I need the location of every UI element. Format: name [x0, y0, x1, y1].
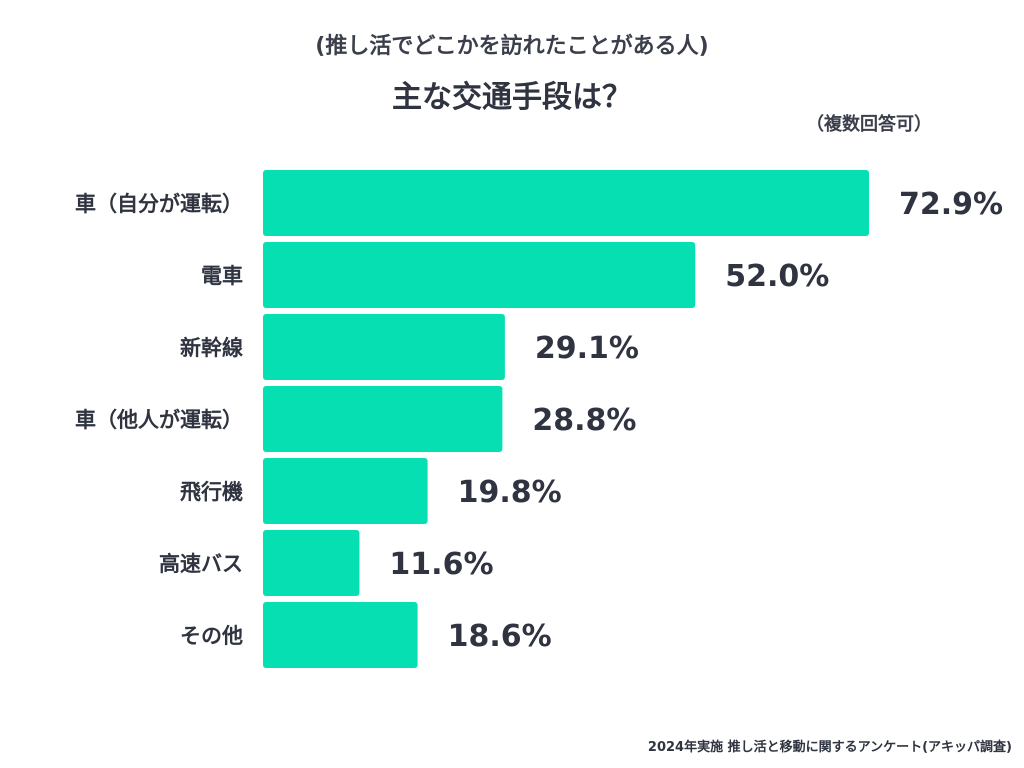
bar	[263, 170, 869, 236]
category-label: 車（他人が運転）	[75, 408, 243, 432]
bar	[263, 458, 428, 524]
bar	[263, 386, 503, 452]
bar	[263, 242, 696, 308]
value-label: 72.9%	[899, 187, 1003, 222]
bar	[263, 530, 360, 596]
chart-title: 主な交通手段は？	[392, 80, 632, 115]
multiple-answer-note: （複数回答可）	[806, 114, 932, 135]
value-label: 11.6%	[389, 547, 493, 582]
value-label: 19.8%	[458, 475, 562, 510]
source-footer: 2024年実施 推し活と移動に関するアンケート(アキッパ調査)	[647, 740, 1012, 755]
value-label: 28.8%	[532, 403, 636, 438]
value-label: 52.0%	[725, 259, 829, 294]
category-label: 電車	[201, 264, 243, 288]
value-label: 18.6%	[448, 619, 552, 654]
category-label: その他	[180, 624, 243, 648]
chart-subtitle: (推し活でどこかを訪れたことがある人)	[315, 34, 709, 59]
category-label: 車（自分が運転）	[75, 192, 243, 216]
category-label: 新幹線	[180, 336, 243, 360]
category-label: 飛行機	[180, 480, 243, 504]
bar	[263, 314, 505, 380]
value-label: 29.1%	[535, 331, 639, 366]
bar	[263, 602, 418, 668]
category-label: 高速バス	[159, 552, 243, 576]
